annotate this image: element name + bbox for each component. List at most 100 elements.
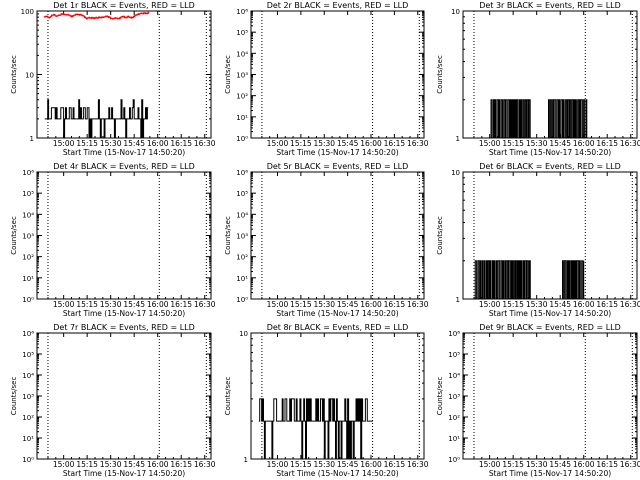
series-lld-point [48,16,51,19]
series-events-line [489,99,531,139]
y-tick-label: 10 [239,330,248,338]
x-tick-label: 16:00 [360,300,382,309]
y-tick-label: 10⁶ [22,169,34,177]
x-axis-title: Start Time (15-Nov-17 14:50:20) [63,148,185,157]
y-tick-label: 10⁵ [22,351,34,359]
x-tick-label: 15:15 [76,139,98,148]
series-lld-point [135,13,138,16]
panel-title: Det 4r BLACK = Events, RED = LLD [53,162,195,171]
x-tick-label: 15:45 [123,139,145,148]
x-tick-label: 16:15 [596,300,618,309]
y-tick-label: 10⁵ [236,29,248,37]
x-tick-label: 15:15 [290,460,312,469]
x-tick-label: 15:00 [267,460,289,469]
x-axis-title: Start Time (15-Nov-17 14:50:20) [489,309,611,318]
y-tick-label: 10⁰ [22,296,34,304]
series-lld-point [114,17,117,19]
series-lld-point [128,16,131,19]
series-lld-point [86,17,89,20]
series-events-line [44,99,149,139]
series-lld-point [116,17,119,20]
x-tick-label: 16:30 [620,300,640,309]
x-tick-label: 16:15 [384,460,406,469]
x-tick-label: 15:15 [502,460,524,469]
series-lld-point [60,13,63,15]
panel-title: Det 8r BLACK = Events, RED = LLD [267,323,409,332]
series-lld-point [105,15,107,18]
y-tick-label: 10⁵ [448,351,460,359]
series-lld-point [147,11,150,14]
x-tick-label: 16:00 [360,460,382,469]
x-tick-label: 16:00 [573,139,595,148]
x-tick-label: 15:00 [53,460,75,469]
x-tick-label: 15:30 [313,300,335,309]
plot-frame [36,332,212,460]
x-tick-label: 16:15 [384,139,406,148]
series-lld-point [58,14,60,17]
y-tick-label: 10 [451,169,460,177]
series-lld-point [74,13,77,16]
x-tick-label: 15:00 [479,460,501,469]
series-lld-point [76,13,79,16]
x-tick-label: 15:30 [100,139,122,148]
series-lld-point [140,12,143,15]
series-lld-point [50,14,53,17]
y-tick-label: 100 [21,8,34,16]
plot-frame [462,171,638,300]
series-lld-point [100,16,103,19]
y-axis-title: Counts/sec [436,216,444,255]
series-lld-point [79,13,82,16]
series-events-line [547,99,588,139]
series-lld-point [67,13,70,16]
y-tick-label: 10³ [448,393,460,401]
y-tick-label: 10³ [22,233,34,241]
series-lld-point [123,16,126,19]
y-tick-label: 10⁶ [22,330,34,338]
y-axis-title: Counts/sec [224,377,232,416]
y-tick-label: 10¹ [448,435,460,443]
y-tick-label: 1 [456,135,460,143]
series-lld-point [112,17,114,20]
x-tick-label: 16:00 [573,460,595,469]
y-tick-label: 10² [22,414,34,422]
x-tick-label: 15:00 [267,139,289,148]
series-lld-point [53,13,56,16]
y-tick-label: 10⁰ [236,296,248,304]
y-tick-label: 1 [244,456,248,464]
y-tick-label: 10⁵ [22,190,34,198]
series-lld-point [65,13,67,16]
x-tick-label: 15:45 [549,300,571,309]
x-tick-label: 15:30 [526,139,548,148]
series-lld-point [69,15,72,17]
series-lld-point [107,16,110,19]
x-axis-title: Start Time (15-Nov-17 14:50:20) [489,148,611,157]
x-tick-label: 15:00 [53,300,75,309]
x-tick-label: 16:00 [573,300,595,309]
series-lld-point [55,15,58,18]
series-lld-point [43,15,46,18]
series-lld-point [130,16,133,19]
x-tick-label: 16:30 [194,300,216,309]
series-lld-point [133,15,136,18]
y-tick-label: 10⁴ [236,211,248,219]
series-events-line [474,260,531,300]
x-tick-label: 15:30 [100,300,122,309]
x-tick-label: 16:00 [147,460,169,469]
panel-title: Det 7r BLACK = Events, RED = LLD [53,323,195,332]
y-axis-title: Counts/sec [224,216,232,255]
x-tick-label: 15:00 [479,139,501,148]
x-tick-label: 15:45 [549,139,571,148]
series-lld-point [109,17,112,20]
series-lld-point [62,13,65,16]
series-lld-point [95,16,98,19]
y-tick-label: 10³ [236,72,248,80]
series-lld-point [90,16,93,19]
y-tick-label: 1 [456,296,460,304]
x-tick-label: 16:30 [194,139,216,148]
x-axis-title: Start Time (15-Nov-17 14:50:20) [276,148,398,157]
